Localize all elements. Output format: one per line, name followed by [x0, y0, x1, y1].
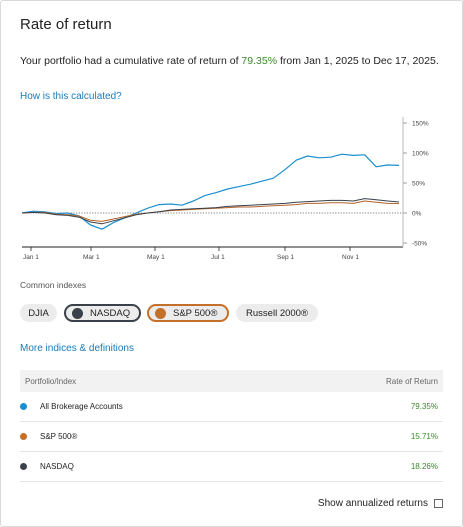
x-tick-label: Jan 1 — [23, 254, 39, 261]
series-color-dot — [20, 433, 27, 440]
common-indexes-label: Common indexes — [20, 280, 87, 290]
pill-nasdaq[interactable]: NASDAQ — [64, 304, 141, 322]
y-tick-label: 50% — [412, 180, 425, 187]
series-color-dot — [20, 463, 27, 470]
pill-sp500-label: S&P 500® — [173, 307, 218, 319]
y-tick-label: 0% — [412, 210, 422, 217]
table-row: All Brokerage Accounts 79.35% — [20, 392, 443, 422]
chart-x-ticks: Jan 1 Mar 1 May 1 Jul 1 Sep 1 Nov 1 — [23, 247, 359, 261]
y-tick-label: 100% — [412, 150, 429, 157]
table-row: S&P 500® 15.71% — [20, 422, 443, 452]
row-name: S&P 500® — [40, 432, 78, 441]
returns-table: Portfolio/Index Rate of Return All Broke… — [20, 370, 443, 482]
row-name: NASDAQ — [40, 462, 74, 471]
col-portfolio-index: Portfolio/Index — [25, 376, 77, 386]
how-calculated-link[interactable]: How is this calculated? — [20, 91, 122, 102]
more-indices-link[interactable]: More indices & definitions — [20, 343, 134, 354]
row-value: 79.35% — [410, 402, 438, 411]
y-tick-label: -50% — [412, 240, 427, 247]
pill-nasdaq-label: NASDAQ — [90, 307, 131, 319]
summary-suffix: from Jan 1, 2025 to Dec 17, 2025. — [277, 55, 439, 67]
col-rate-of-return: Rate of Return — [385, 376, 438, 386]
chart-grid — [22, 117, 404, 248]
x-tick-label: Sep 1 — [277, 254, 294, 261]
row-value: 15.71% — [410, 432, 438, 441]
series-line-all-brokerage-accounts — [21, 153, 400, 230]
annualized-checkbox[interactable] — [434, 499, 443, 508]
x-tick-label: May 1 — [147, 254, 165, 261]
series-line-nasdaq — [21, 198, 400, 225]
series-line-s-p-500 — [21, 200, 400, 222]
annualized-label: Show annualized returns — [317, 498, 428, 509]
annualized-toggle[interactable]: Show annualized returns — [318, 498, 443, 509]
sp500-color-dot — [155, 307, 166, 319]
x-tick-label: Mar 1 — [83, 254, 100, 261]
row-value: 18.26% — [410, 462, 438, 471]
series-color-dot — [20, 403, 27, 410]
nasdaq-color-dot — [72, 307, 83, 319]
summary-prefix: Your portfolio had a cumulative rate of … — [20, 55, 242, 67]
chart-series — [21, 153, 400, 230]
pill-russell-label: Russell 2000® — [246, 307, 308, 319]
return-chart: 150% 100% 50% 0% -50% Jan 1 Mar 1 May 1 Jul 1 Se… — [21, 117, 429, 261]
x-tick-label: Jul 1 — [211, 254, 225, 261]
card-title: Rate of return — [20, 16, 112, 33]
table-row: NASDAQ 18.26% — [20, 452, 443, 482]
y-tick-label: 150% — [412, 120, 429, 127]
pill-djia[interactable]: DJIA — [20, 304, 57, 322]
x-tick-label: Nov 1 — [342, 254, 359, 261]
pill-djia-label: DJIA — [28, 307, 49, 319]
chart-y-ticks: 150% 100% 50% 0% -50% — [403, 120, 429, 247]
table-header: Portfolio/Index Rate of Return — [20, 370, 443, 392]
summary-return-pct: 79.35% — [241, 55, 278, 67]
return-summary: Your portfolio had a cumulative rate of … — [20, 53, 440, 70]
pill-russell[interactable]: Russell 2000® — [236, 304, 318, 322]
row-name: All Brokerage Accounts — [40, 402, 123, 411]
pill-sp500[interactable]: S&P 500® — [147, 304, 229, 322]
